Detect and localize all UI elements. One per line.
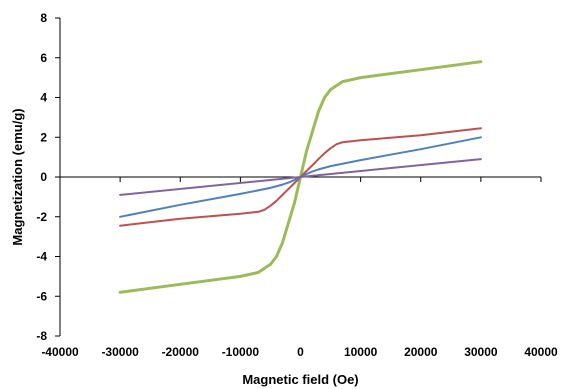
- y-tick-label: 2: [40, 130, 47, 144]
- x-tick-label: -40000: [41, 345, 79, 359]
- x-tick-label: 10000: [344, 345, 378, 359]
- y-tick-label: -6: [36, 289, 47, 303]
- x-tick-label: 40000: [524, 345, 558, 359]
- x-tick-label: -20000: [162, 345, 200, 359]
- x-tick-label: -30000: [101, 345, 139, 359]
- y-tick-label: -2: [36, 210, 47, 224]
- plot-area: -8 -6 -4 -2 0 2 4 6 8 -40000 -30000 -20000 -10000 0 10…: [36, 11, 558, 359]
- x-tick-label: 0: [297, 345, 304, 359]
- x-tick-label: 20000: [404, 345, 438, 359]
- x-axis-title: Magnetic field (Oe): [242, 372, 358, 387]
- y-axis-title: Magnetization (emu/g): [10, 108, 25, 245]
- x-tick-label: -10000: [222, 345, 260, 359]
- y-tick-label: -8: [36, 329, 47, 343]
- series-line-4: [119, 158, 482, 196]
- y-tick-label: 0: [40, 170, 47, 184]
- x-tick-label: 30000: [464, 345, 498, 359]
- y-tick-label: 6: [40, 51, 47, 65]
- y-tick-label: 4: [40, 91, 47, 105]
- y-tick-label: 8: [40, 11, 47, 25]
- y-tick-label: -4: [36, 250, 47, 264]
